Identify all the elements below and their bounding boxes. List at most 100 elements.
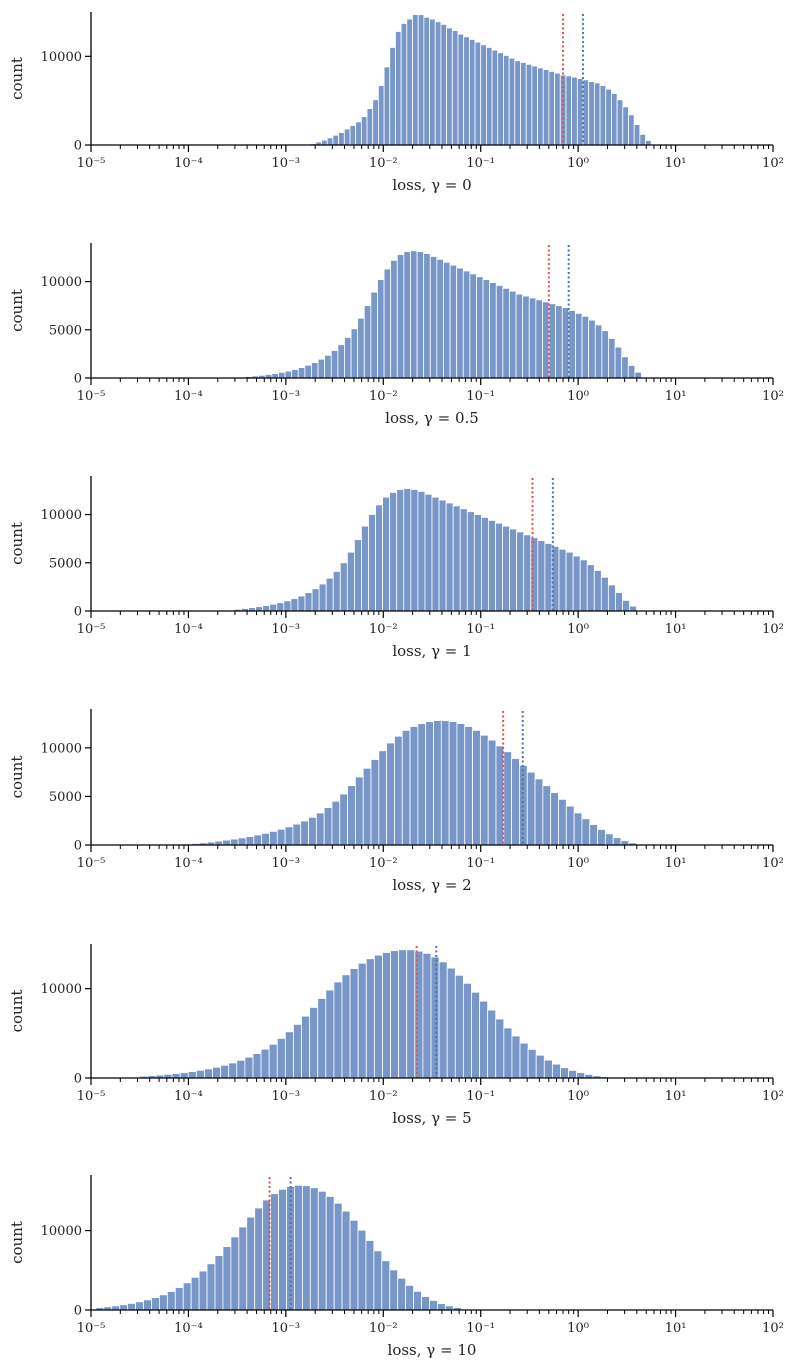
histogram-bar [331,800,341,846]
histogram-bar [438,961,448,1079]
histogram-bar [445,502,454,612]
histogram-bar [252,1053,262,1079]
histogram-bar [297,595,306,612]
histogram-bar [321,139,328,146]
histogram-bar [344,337,352,379]
histogram-bar [278,1188,287,1311]
histogram-bar [206,1263,216,1311]
histogram-bar [255,606,264,612]
histogram-bar [236,1059,246,1079]
x-tick-label: 10² [762,856,784,871]
histogram-bar [337,344,345,379]
histogram-bar [230,1236,240,1311]
histogram-bar [394,735,403,846]
x-tick-label: 10⁻³ [272,1321,301,1336]
histogram-bar [405,1284,414,1311]
histogram-bar [537,67,544,146]
histogram-bar [238,1226,248,1311]
histogram-bar [332,134,340,146]
histogram-bar [198,1270,208,1311]
y-axis-label: count [8,289,26,332]
histogram-bar [395,31,402,146]
histogram-bar [633,124,641,146]
histogram-bar [343,128,351,146]
histogram-bar [350,328,359,379]
histogram-bar [511,1035,521,1079]
histogram-bar [362,767,372,846]
histogram-bar [325,1196,335,1311]
histogram-bar [341,1210,351,1311]
histogram-bar [616,99,624,146]
histogram-bar [448,721,458,846]
histogram-bar [389,1269,399,1311]
histogram-bar [526,771,536,846]
histogram-bar [245,836,255,846]
histogram-bar [542,785,552,846]
histogram-bar [370,291,378,379]
y-tick-label: 10000 [41,741,82,756]
histogram-bar [469,273,477,379]
histogram-bar [332,571,341,612]
histogram-bar [406,949,416,1079]
histogram-bar [413,1290,422,1311]
histogram-bar [485,47,493,146]
histogram-bar [443,261,451,379]
histogram-bar [608,338,616,379]
histogram-bar [182,1282,192,1311]
histogram-bar [253,834,263,846]
histogram-bar [339,793,348,846]
histogram-bar [338,132,345,146]
histogram-bar [406,18,413,146]
histogram-bar [354,776,364,846]
histogram-bar [372,99,379,146]
histogram-bar [171,1073,181,1079]
histogram-bar [318,583,327,612]
histogram-bar [410,489,419,612]
histogram-bar [480,517,489,612]
histogram-bar [565,75,573,146]
chart-panel-4: 0 10000 10⁻⁵ 10⁻⁴ 10⁻³ 10⁻² 10⁻¹ 10⁰ 10¹ 10² loss,… [8,944,784,1127]
histogram-bar [535,299,543,379]
histogram-bar [534,778,544,846]
histogram-bar [575,312,583,379]
histogram-bar [522,295,530,379]
x-tick-label: 10⁰ [567,622,589,637]
histogram-bar [365,958,375,1079]
histogram-bar [127,1303,136,1311]
histogram-bar [601,330,609,379]
histogram-bar [622,106,629,146]
histogram-bar [190,1276,200,1311]
x-axis-label: loss, γ = 0.5 [385,409,479,427]
histogram-bar [491,49,499,146]
histogram-bar [403,488,412,612]
histogram-bar [370,759,380,846]
histogram-bar [466,511,475,612]
x-tick-label: 10¹ [665,622,687,637]
histogram-bar [381,1260,391,1311]
histogram-bar [471,991,480,1079]
x-tick-label: 10⁻¹ [466,389,495,404]
x-tick-label: 10⁻⁴ [174,1089,203,1104]
histogram-bar [228,1062,238,1079]
histogram-bar [349,1219,359,1311]
histogram-bar [472,729,481,846]
x-tick-label: 10⁻² [369,622,398,637]
histogram-bar [159,1294,168,1311]
histogram-bar [597,829,606,846]
histogram-bar [568,310,576,379]
histogram-bar [482,279,491,379]
histogram-bar [254,1207,264,1311]
histogram-bar [294,1184,303,1311]
y-tick-label: 10000 [41,50,82,65]
histogram-bar [509,290,517,379]
histogram-bar [576,1072,586,1079]
histogram-bar [377,279,385,379]
histogram-bar [378,85,385,146]
histogram-bar [502,287,510,379]
y-tick-label: 10000 [41,982,82,997]
histogram-bar [431,496,440,612]
histogram-bar [309,1187,319,1311]
histogram-bar [440,720,450,846]
x-tick-label: 10¹ [665,389,687,404]
histogram-bar [565,805,575,846]
